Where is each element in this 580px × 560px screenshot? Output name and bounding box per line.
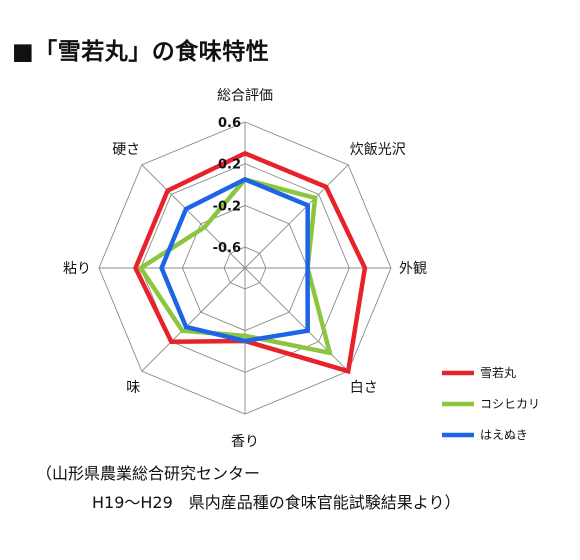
spoke-5	[141, 267, 246, 372]
legend-label-0: 雪若丸	[480, 366, 516, 380]
source-line-2: H19～H29 県内産品種の食味官能試験結果より）	[92, 493, 461, 512]
tick-label-2: -0.2	[213, 199, 241, 214]
tick-label-3: -0.6	[213, 241, 241, 256]
tick-label-0: 0.6	[218, 116, 241, 131]
tick-layer: 0.6 0.2 -0.2 -0.6	[213, 116, 241, 256]
axis-label-5: 味	[126, 380, 140, 396]
legend-label-2: はえぬき	[480, 428, 528, 442]
legend-label-1: コシヒカリ	[480, 397, 540, 411]
tick-label-1: 0.2	[218, 158, 241, 173]
axis-label-7: 硬さ	[112, 142, 140, 158]
spoke-7	[141, 164, 246, 269]
axis-label-0: 総合評価	[217, 88, 273, 104]
axis-label-4: 香り	[231, 434, 259, 450]
axis-label-6: 粘り	[63, 261, 91, 277]
source-note: （山形県農業総合研究センター H19～H29 県内産品種の食味官能試験結果より）	[36, 459, 460, 517]
series-line-2	[159, 176, 310, 344]
axis-label-2: 外観	[399, 260, 427, 277]
page-title: ■「雪若丸」の食味特性	[12, 39, 270, 65]
series-layer	[133, 150, 368, 375]
axis-label-1: 炊飯光沢	[350, 141, 406, 158]
source-line-1: （山形県農業総合研究センター	[36, 464, 261, 483]
series-line-1	[137, 176, 333, 356]
axis-label-3: 白さ	[350, 380, 378, 396]
spoke-1	[244, 164, 349, 269]
